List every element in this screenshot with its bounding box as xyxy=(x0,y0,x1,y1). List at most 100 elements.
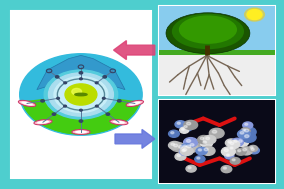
Circle shape xyxy=(106,113,110,115)
Circle shape xyxy=(169,130,179,137)
Circle shape xyxy=(20,54,142,135)
Circle shape xyxy=(44,70,118,119)
Circle shape xyxy=(95,82,98,84)
Circle shape xyxy=(179,146,183,148)
Ellipse shape xyxy=(129,101,141,105)
Circle shape xyxy=(241,128,250,134)
FancyBboxPatch shape xyxy=(159,6,275,94)
Circle shape xyxy=(118,100,121,102)
Circle shape xyxy=(186,165,196,172)
Ellipse shape xyxy=(113,121,125,124)
Circle shape xyxy=(54,77,108,112)
Circle shape xyxy=(198,149,202,151)
Circle shape xyxy=(243,129,245,131)
Circle shape xyxy=(238,150,241,152)
Circle shape xyxy=(188,167,191,169)
Circle shape xyxy=(240,147,252,155)
Circle shape xyxy=(212,130,217,133)
Ellipse shape xyxy=(172,14,244,49)
FancyArrow shape xyxy=(115,129,155,148)
Circle shape xyxy=(174,144,178,147)
Ellipse shape xyxy=(75,93,87,96)
Circle shape xyxy=(203,141,206,143)
Ellipse shape xyxy=(179,15,237,44)
Circle shape xyxy=(244,129,249,132)
Circle shape xyxy=(196,147,207,155)
Circle shape xyxy=(223,167,226,169)
Circle shape xyxy=(245,135,249,138)
Circle shape xyxy=(231,138,243,146)
Circle shape xyxy=(177,122,180,124)
Circle shape xyxy=(171,143,174,145)
Circle shape xyxy=(241,127,256,137)
Circle shape xyxy=(221,166,232,173)
Circle shape xyxy=(250,147,253,149)
Circle shape xyxy=(232,159,235,161)
Circle shape xyxy=(65,84,97,105)
Circle shape xyxy=(224,149,228,152)
Circle shape xyxy=(181,144,192,151)
Circle shape xyxy=(237,130,250,138)
Circle shape xyxy=(190,144,194,146)
Circle shape xyxy=(227,154,229,156)
FancyBboxPatch shape xyxy=(11,11,151,178)
Circle shape xyxy=(201,139,212,147)
Circle shape xyxy=(209,128,224,138)
Circle shape xyxy=(179,148,191,156)
Circle shape xyxy=(230,142,234,145)
Ellipse shape xyxy=(166,13,250,54)
Ellipse shape xyxy=(18,100,36,107)
FancyBboxPatch shape xyxy=(159,50,275,55)
Circle shape xyxy=(230,147,233,149)
Circle shape xyxy=(228,141,240,149)
Circle shape xyxy=(180,147,193,155)
Ellipse shape xyxy=(72,129,90,134)
Circle shape xyxy=(183,149,187,151)
Circle shape xyxy=(222,147,235,156)
Circle shape xyxy=(245,123,248,125)
FancyBboxPatch shape xyxy=(159,53,275,94)
Circle shape xyxy=(80,109,82,111)
Circle shape xyxy=(187,139,191,142)
Circle shape xyxy=(187,145,191,148)
Circle shape xyxy=(80,78,82,80)
FancyBboxPatch shape xyxy=(159,6,275,54)
Circle shape xyxy=(240,132,244,134)
Circle shape xyxy=(184,125,187,128)
Ellipse shape xyxy=(37,121,49,124)
Circle shape xyxy=(206,137,210,140)
FancyBboxPatch shape xyxy=(159,100,275,183)
Circle shape xyxy=(197,157,200,159)
Circle shape xyxy=(184,120,198,129)
Circle shape xyxy=(95,105,98,107)
Circle shape xyxy=(103,97,105,99)
Circle shape xyxy=(57,97,59,99)
Circle shape xyxy=(243,149,247,151)
Ellipse shape xyxy=(126,100,143,107)
Ellipse shape xyxy=(21,101,33,105)
Circle shape xyxy=(195,156,205,163)
Circle shape xyxy=(176,144,189,153)
Circle shape xyxy=(200,137,204,140)
FancyBboxPatch shape xyxy=(159,100,275,183)
Circle shape xyxy=(204,148,208,151)
Circle shape xyxy=(180,127,189,133)
Circle shape xyxy=(64,82,66,84)
Circle shape xyxy=(198,136,210,144)
Circle shape xyxy=(79,120,83,122)
Circle shape xyxy=(175,121,186,128)
Circle shape xyxy=(171,142,185,151)
Wedge shape xyxy=(22,94,140,135)
Circle shape xyxy=(225,139,237,147)
Circle shape xyxy=(52,113,56,115)
Circle shape xyxy=(41,100,44,102)
Circle shape xyxy=(49,73,113,116)
Circle shape xyxy=(249,147,259,154)
FancyArrow shape xyxy=(114,41,155,60)
Wedge shape xyxy=(23,94,139,134)
Circle shape xyxy=(228,140,231,143)
Circle shape xyxy=(203,135,216,144)
Circle shape xyxy=(239,140,242,142)
Ellipse shape xyxy=(34,120,52,125)
Ellipse shape xyxy=(75,131,87,133)
